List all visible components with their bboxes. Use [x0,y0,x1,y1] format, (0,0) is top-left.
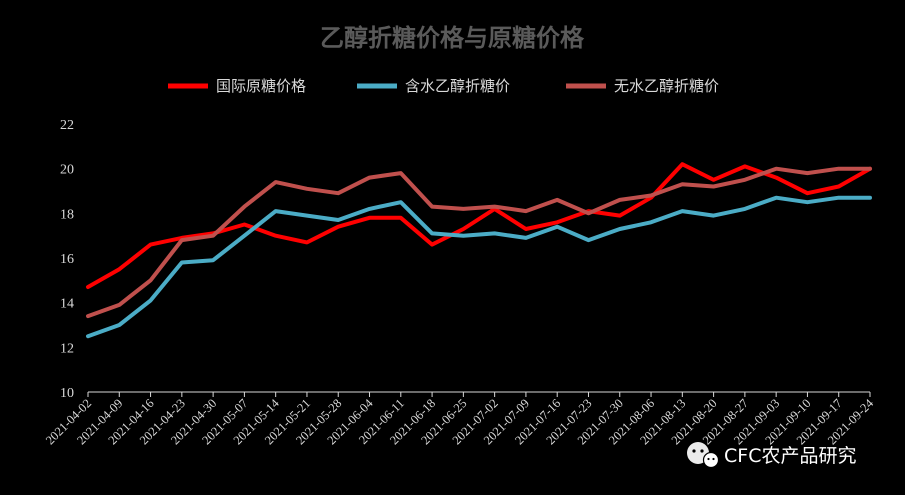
y-tick-label: 18 [60,207,74,222]
y-tick-label: 16 [60,252,74,267]
watermark-text: CFC农产品研究 [724,445,856,467]
wechat-icon [687,442,720,469]
series-line-3 [86,166,872,319]
y-tick-label: 22 [60,118,74,133]
chart-title: 乙醇折糖价格与原糖价格 [320,23,585,52]
legend-label: 含水乙醇折糖价 [405,77,510,95]
y-tick-label: 10 [60,386,74,401]
y-axis-ticks: 10 12 14 16 18 20 22 [60,118,74,401]
series-lines [86,162,872,339]
y-tick-label: 14 [60,297,74,312]
y-tick-label: 12 [60,341,74,356]
x-axis-ticks: 2021-04-022021-04-092021-04-162021-04-23… [43,396,877,448]
y-tick-label: 20 [60,163,74,178]
legend-label: 国际原糖价格 [216,77,306,95]
legend: 国际原糖价格 含水乙醇折糖价 无水乙醇折糖价 [168,77,719,95]
series-line-1 [86,162,872,289]
legend-label: 无水乙醇折糖价 [614,77,719,95]
watermark: CFC农产品研究 [687,442,856,469]
series-line-2 [86,195,872,339]
x-axis [87,391,871,397]
